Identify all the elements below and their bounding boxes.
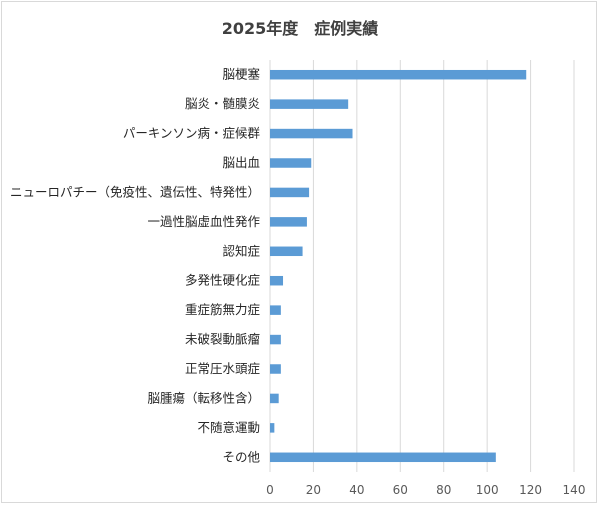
chart-title: 2025年度 症例実績: [222, 19, 379, 38]
bar: [270, 305, 281, 315]
x-tick-label: 140: [563, 483, 586, 497]
bar: [270, 187, 310, 198]
gridlines: [269, 60, 575, 472]
category-label: その他: [222, 449, 260, 464]
category-label: 脳出血: [222, 155, 260, 170]
category-label: 多発性硬化症: [185, 273, 260, 288]
category-label: 認知症: [222, 243, 260, 258]
bar: [270, 423, 275, 433]
category-label: 脳炎・髄膜炎: [185, 96, 260, 111]
bar: [270, 334, 281, 345]
category-label: パーキンソン病・症候群: [123, 126, 261, 141]
x-tick-label: 120: [519, 483, 542, 497]
bar: [270, 158, 312, 168]
category-label: 一過性脳虚血性発作: [147, 214, 260, 229]
category-label: 重症筋無力症: [185, 302, 260, 317]
x-tick-label: 0: [266, 483, 274, 497]
category-label: 未破裂動脈瘤: [185, 332, 261, 347]
bar: [270, 364, 281, 374]
x-tick-label: 80: [436, 483, 451, 497]
bar: [270, 69, 527, 80]
category-label: 脳梗塞: [222, 67, 260, 82]
category-label: ニューロパチー（免疫性、遺伝性、特発性）: [10, 184, 260, 199]
category-label: 正常圧水頭症: [185, 361, 260, 376]
bar: [270, 393, 279, 404]
category-label: 脳腫瘍（転移性含）: [147, 390, 260, 405]
category-label: 不随意運動: [197, 420, 260, 435]
x-tick-label: 20: [306, 483, 321, 497]
bar: [270, 275, 284, 286]
bar: [270, 452, 496, 463]
x-tick-label: 40: [349, 483, 364, 497]
bar: [270, 217, 307, 227]
bars: [270, 69, 527, 463]
x-tick-label: 60: [393, 483, 408, 497]
bar: [270, 246, 303, 257]
bar: [270, 99, 349, 109]
bar: [270, 128, 353, 139]
x-tick-label: 100: [476, 483, 499, 497]
x-tick-labels: 0 20 40 60 80 100 120 140: [266, 483, 585, 497]
category-labels: 脳梗塞脳炎・髄膜炎パーキンソン病・症候群脳出血ニューロパチー（免疫性、遺伝性、特…: [10, 67, 261, 465]
